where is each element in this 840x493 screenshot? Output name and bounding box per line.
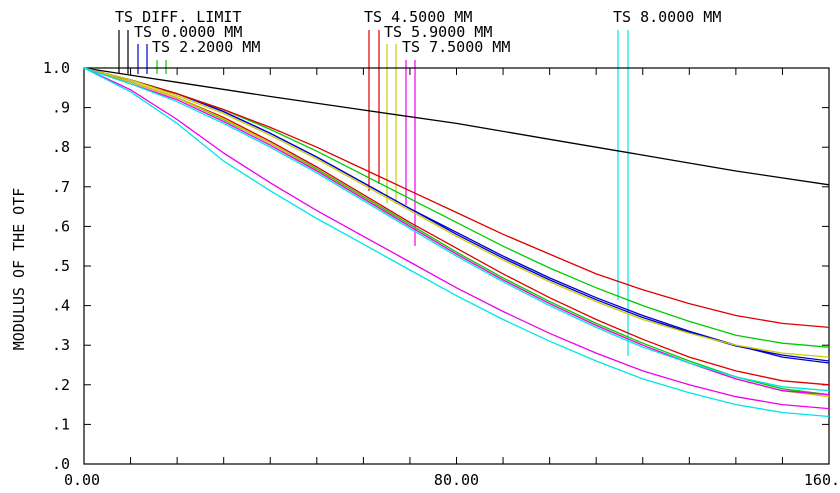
y-tick-label: .7: [52, 178, 70, 196]
series-line: [83, 67, 830, 358]
legend-label: TS 0.0000 MM: [134, 23, 242, 41]
y-tick-label: 1.0: [43, 59, 70, 77]
series-line: [83, 67, 830, 329]
legend-label: TS 7.5000 MM: [402, 38, 510, 56]
plot-border: [83, 67, 830, 465]
plot-frame: [83, 67, 830, 465]
series-line: [83, 67, 830, 386]
legend-label: TS 2.2000 MM: [152, 38, 260, 56]
y-tick-label: .0: [52, 455, 70, 473]
x-tick-label: 0.00: [64, 471, 100, 489]
series-line: [83, 67, 830, 392]
legend-label: TS 4.5000 MM: [364, 8, 472, 26]
y-tick-label: .4: [52, 297, 70, 315]
legend-label: TS DIFF. LIMIT: [115, 8, 241, 26]
x-axis: 0.00 80.00 160.00: [64, 68, 840, 489]
x-tick-label: 80.00: [434, 471, 479, 489]
y-tick-label: .6: [52, 217, 70, 235]
y-tick-label: .9: [52, 99, 70, 117]
y-tick-label: .1: [52, 415, 70, 433]
y-axis: .0 .1 .2 .3 .4 .5 .6 .7 .8 .9 1.0: [43, 59, 829, 473]
legend-label: TS 5.9000 MM: [384, 23, 492, 41]
series-line: [83, 67, 830, 362]
legend-label: TS 8.0000 MM: [613, 8, 721, 26]
y-axis-label: MODULUS OF THE OTF: [10, 188, 28, 351]
series-line: [83, 67, 830, 418]
y-tick-label: .3: [52, 336, 70, 354]
series-line: [83, 67, 830, 396]
series-group: [83, 67, 830, 418]
x-tick-label: 160.00: [804, 471, 840, 489]
series-line: [83, 67, 830, 410]
series-line: [83, 67, 830, 364]
series-line: [83, 67, 830, 396]
y-tick-label: .8: [52, 138, 70, 156]
series-line: [83, 67, 830, 186]
y-tick-label: .2: [52, 376, 70, 394]
y-tick-label: .5: [52, 257, 70, 275]
